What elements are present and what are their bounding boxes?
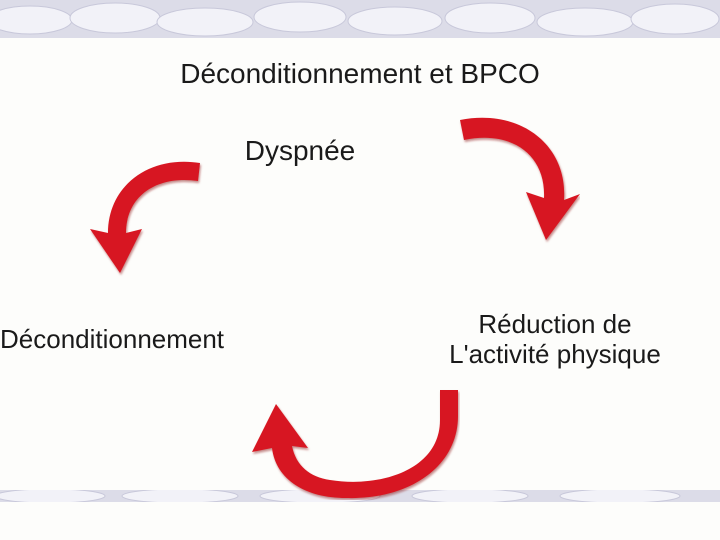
cycle-arrow-bottom [250, 380, 460, 500]
node-reduction: Réduction de L'activité physique [400, 310, 710, 370]
cycle-arrow-top-right [430, 100, 580, 250]
node-reduction-line1: Réduction de [478, 309, 631, 339]
node-deconditionnement: Déconditionnement [0, 325, 270, 355]
node-reduction-line2: L'activité physique [449, 339, 661, 369]
arrow-shape [460, 118, 580, 240]
arrow-shape [252, 390, 458, 498]
page-title: Déconditionnement et BPCO [0, 58, 720, 90]
cycle-arrow-top-left [90, 145, 230, 285]
arrow-shape [90, 162, 200, 273]
decorative-border-top [0, 0, 720, 38]
node-dyspnee: Dyspnée [210, 135, 390, 167]
